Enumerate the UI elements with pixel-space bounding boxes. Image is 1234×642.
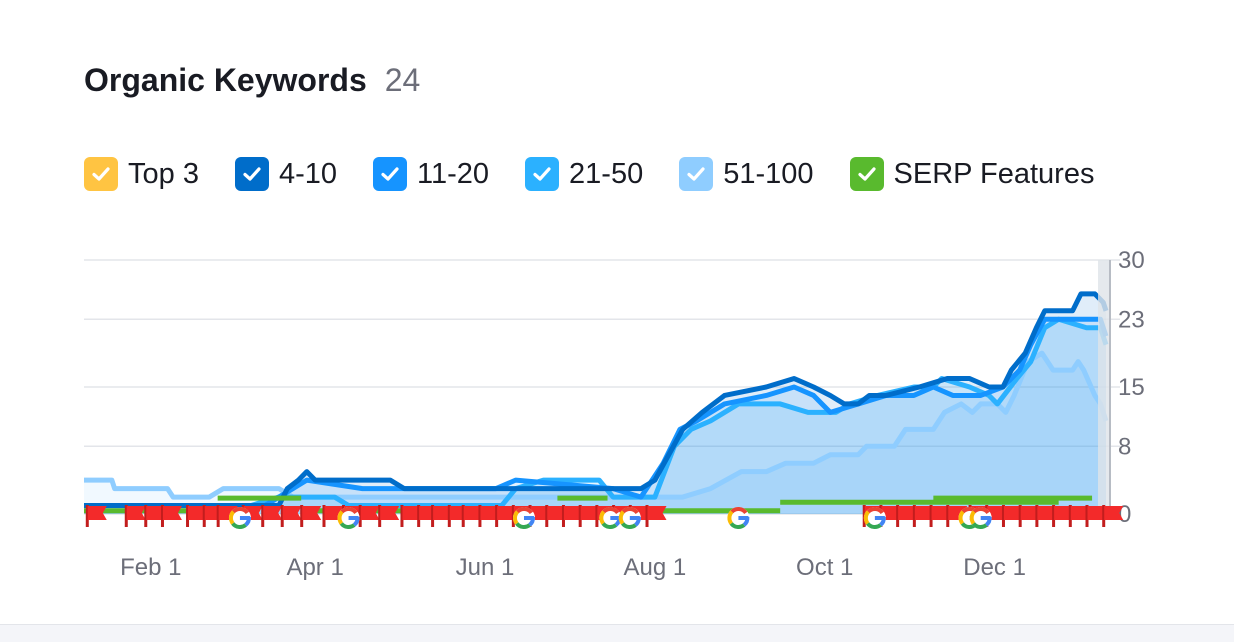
flag-icon[interactable]	[478, 505, 500, 527]
legend-label: 21-50	[569, 157, 644, 190]
y-tick-label: 30	[1118, 247, 1145, 274]
legend-item-21-50[interactable]: 21-50	[525, 157, 643, 191]
y-tick-label: 8	[1118, 433, 1131, 460]
area-r51_100	[84, 353, 1106, 514]
google-icon[interactable]	[599, 507, 622, 529]
checkbox-check-icon[interactable]	[234, 157, 269, 191]
flag-icon[interactable]	[645, 505, 667, 527]
x-tick-label: Dec 1	[963, 554, 1026, 581]
google-icon[interactable]	[512, 507, 535, 529]
flag-icon[interactable]	[85, 505, 107, 527]
flag-icon[interactable]	[1052, 505, 1074, 527]
legend-label: 4-10	[278, 157, 337, 190]
x-tick-label: Aug 1	[624, 554, 687, 581]
flag-icon[interactable]	[431, 505, 453, 527]
flag-icon[interactable]	[186, 505, 208, 527]
flag-icon[interactable]	[280, 505, 302, 527]
checkbox-check-icon[interactable]	[849, 157, 884, 191]
checkbox-check-icon[interactable]	[84, 157, 118, 191]
flag-icon[interactable]	[1068, 505, 1090, 527]
flag-icon[interactable]	[378, 505, 400, 527]
legend-label: 51-100	[723, 157, 814, 190]
flag-icon[interactable]	[124, 505, 146, 527]
x-tick-label: Feb 1	[120, 554, 181, 581]
google-icon[interactable]	[969, 507, 992, 529]
flag-icon[interactable]	[1001, 505, 1023, 527]
flag-icon[interactable]	[160, 505, 182, 527]
google-icon[interactable]	[727, 507, 750, 529]
flag-icon[interactable]	[929, 505, 951, 527]
checkbox-check-icon[interactable]	[679, 157, 714, 191]
flag-icon[interactable]	[1018, 505, 1040, 527]
flag-icon[interactable]	[300, 505, 322, 527]
google-icon[interactable]	[228, 507, 251, 529]
x-tick-label: Jun 1	[456, 554, 515, 581]
flag-icon[interactable]	[912, 505, 934, 527]
x-tick-label: Apr 1	[286, 554, 343, 581]
line-r51_100	[84, 350, 1109, 500]
flag-icon[interactable]	[578, 505, 600, 527]
line-r11_20	[84, 316, 1109, 509]
flag-icon[interactable]	[400, 505, 422, 527]
legend: Top 3 4-10 11-20 21-50 51-100 SERP Features	[84, 157, 1094, 191]
checkbox-check-icon[interactable]	[525, 157, 560, 191]
google-icon[interactable]	[863, 507, 886, 529]
organic-keywords-card: Organic Keywords 24 Top 3 4-10 11-20 21-50 5…	[0, 0, 1234, 625]
google-icon[interactable]	[618, 507, 641, 529]
flag-icon[interactable]	[461, 505, 483, 527]
y-tick-label: 23	[1118, 306, 1145, 333]
keyword-count: 24	[384, 62, 421, 98]
flag-icon[interactable]	[561, 505, 583, 527]
legend-item-serp-features[interactable]: SERP Features	[849, 157, 1095, 191]
legend-item-51-100[interactable]: 51-100	[679, 157, 814, 191]
flag-icon[interactable]	[896, 505, 918, 527]
hover-band	[1098, 260, 1110, 514]
line-r21_50	[84, 316, 1109, 509]
area-r4_10	[84, 293, 1106, 514]
checkbox-check-icon[interactable]	[373, 157, 407, 191]
legend-item-top-3[interactable]: Top 3	[84, 157, 199, 191]
area-r21_50	[84, 319, 1106, 514]
legend-item-11-20[interactable]: 11-20	[373, 157, 489, 191]
flag-icon[interactable]	[358, 505, 380, 527]
flag-icon[interactable]	[261, 505, 283, 527]
flag-icon[interactable]	[1085, 505, 1107, 527]
x-tick-label: Oct 1	[796, 554, 853, 581]
legend-label: 11-20	[417, 157, 490, 190]
flag-icon[interactable]	[545, 505, 567, 527]
legend-label: SERP Features	[893, 157, 1095, 190]
flag-icon[interactable]	[495, 505, 517, 527]
y-tick-label: 15	[1118, 374, 1145, 401]
line-r4_10	[84, 291, 1109, 509]
area-r11_20	[84, 319, 1106, 514]
flag-icon[interactable]	[1035, 505, 1057, 527]
legend-item-4-10[interactable]: 4-10	[234, 157, 337, 191]
chart-header: Organic Keywords 24	[84, 62, 420, 99]
google-icon[interactable]	[337, 507, 360, 529]
chart-title: Organic Keywords	[84, 62, 367, 98]
legend-label: Top 3	[128, 157, 199, 190]
flag-icon[interactable]	[144, 505, 166, 527]
flag-icon[interactable]	[1102, 505, 1124, 527]
